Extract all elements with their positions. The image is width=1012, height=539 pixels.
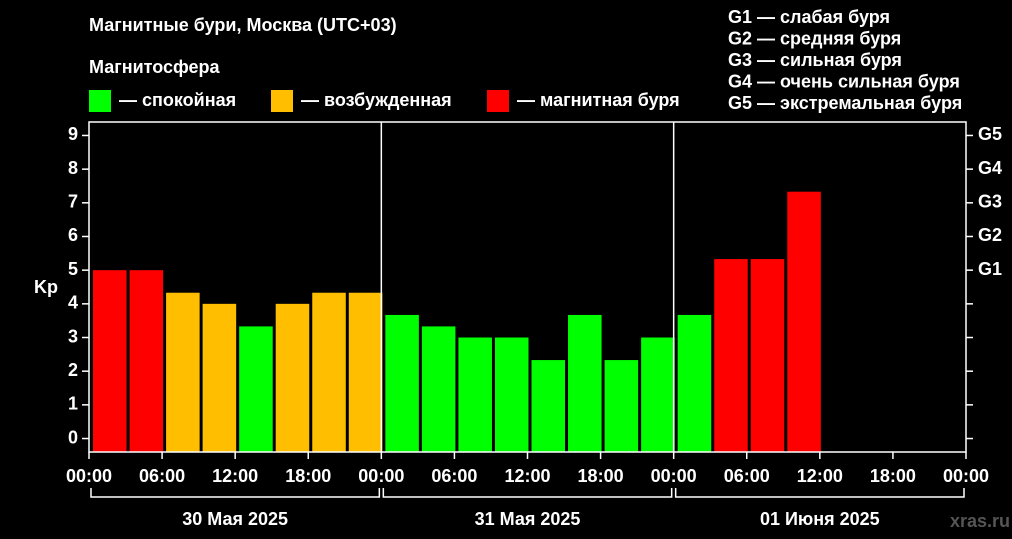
storm-scale-entry: G1 — слабая буря <box>728 7 890 27</box>
bar <box>129 270 164 452</box>
bar <box>93 270 127 452</box>
bar <box>202 303 237 452</box>
x-tick-label: 18:00 <box>285 466 331 486</box>
y2-tick-label: G5 <box>978 124 1002 144</box>
bar <box>458 337 492 452</box>
x-tick-label: 00:00 <box>651 466 697 486</box>
chart-title: Магнитные бури, Москва (UTC+03) <box>89 15 397 35</box>
storm-scale-entry: G3 — сильная буря <box>728 50 902 70</box>
watermark: xras.ru <box>950 511 1010 531</box>
x-tick-label: 12:00 <box>504 466 550 486</box>
x-tick-label: 06:00 <box>139 466 185 486</box>
day-label: 31 Мая 2025 <box>475 509 581 529</box>
bar <box>787 191 821 452</box>
y-tick-label: 8 <box>68 158 78 178</box>
day-bracket <box>674 488 965 498</box>
bar <box>421 326 456 452</box>
y2-tick-label: G2 <box>978 225 1002 245</box>
storm-scale-entry: G4 — очень сильная буря <box>728 71 960 91</box>
y2-tick-label: G4 <box>978 158 1002 178</box>
storm-scale-entry: G2 — средняя буря <box>728 28 901 48</box>
x-tick-label: 00:00 <box>358 466 404 486</box>
bar <box>750 259 785 452</box>
legend-label: — магнитная буря <box>517 90 680 110</box>
x-tick-label: 12:00 <box>212 466 258 486</box>
x-tick-label: 12:00 <box>797 466 843 486</box>
bar <box>568 314 602 452</box>
bar <box>312 292 346 452</box>
legend-label: — спокойная <box>119 90 236 110</box>
x-tick-label: 18:00 <box>870 466 916 486</box>
y2-tick-label: G1 <box>978 259 1002 279</box>
bar <box>348 292 383 452</box>
y-tick-label: 3 <box>68 326 78 346</box>
bar <box>604 360 639 452</box>
y-tick-label: 6 <box>68 225 78 245</box>
x-tick-label: 06:00 <box>431 466 477 486</box>
day-label: 01 Июня 2025 <box>760 509 880 529</box>
bar <box>275 303 310 452</box>
y2-tick-label: G3 <box>978 192 1002 212</box>
y-tick-label: 0 <box>68 427 78 447</box>
x-tick-label: 18:00 <box>578 466 624 486</box>
storm-scale-entry: G5 — экстремальная буря <box>728 93 962 113</box>
legend-swatch <box>89 90 111 112</box>
bar <box>385 314 419 452</box>
bar <box>714 259 748 452</box>
y-tick-label: 1 <box>68 394 78 414</box>
x-tick-label: 00:00 <box>943 466 989 486</box>
legend-swatch <box>487 90 509 112</box>
x-tick-label: 00:00 <box>66 466 112 486</box>
y-tick-label: 2 <box>68 360 78 380</box>
bar <box>166 292 200 452</box>
y-tick-label: 9 <box>68 124 78 144</box>
y-tick-label: 4 <box>68 293 78 313</box>
legend-swatch <box>271 90 293 112</box>
bar <box>677 314 712 452</box>
legend-title: Магнитосфера <box>89 57 221 77</box>
legend-label: — возбужденная <box>301 90 452 110</box>
bar <box>239 326 273 452</box>
y-tick-label: 7 <box>68 192 78 212</box>
x-tick-label: 06:00 <box>724 466 770 486</box>
bar <box>641 337 675 452</box>
y-tick-label: 5 <box>68 259 78 279</box>
bar <box>494 337 529 452</box>
bar <box>531 360 566 452</box>
day-bracket <box>382 488 673 498</box>
day-label: 30 Мая 2025 <box>182 509 288 529</box>
y-axis-label: Kp <box>34 277 58 297</box>
day-bracket <box>90 488 381 498</box>
